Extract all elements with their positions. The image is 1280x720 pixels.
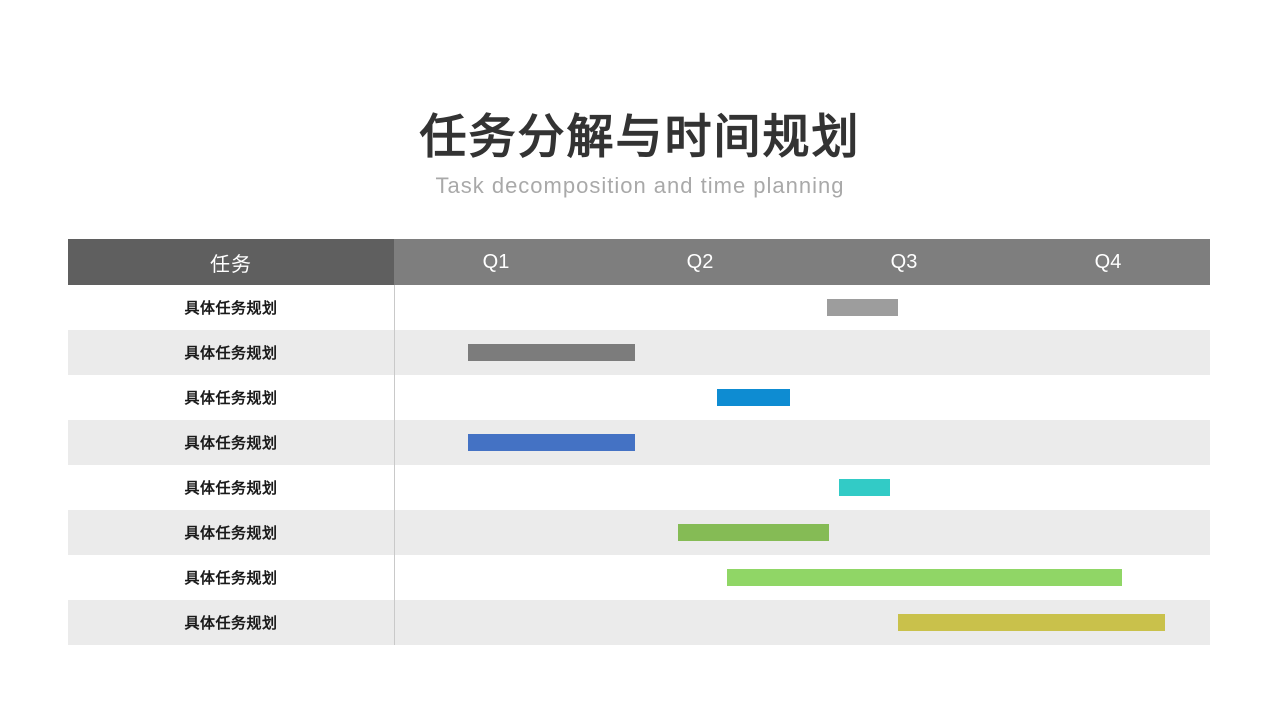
- gantt-body: 具体任务规划 具体任务规划 具体任务规划 具体任务规划 具体任务规划 具体任务规划 具体任务…: [68, 285, 1210, 645]
- gantt-bar: [678, 524, 829, 541]
- task-label: 具体任务规划: [184, 615, 278, 632]
- gantt-bar: [826, 299, 899, 316]
- task-timeline-cell: [394, 510, 1210, 555]
- quarter-headers: Q1 Q2 Q3 Q4: [394, 239, 1210, 285]
- slide-title: 任务分解与时间规划: [419, 110, 861, 163]
- task-row: 具体任务规划: [68, 465, 1210, 510]
- gantt-header-row: 任务 Q1 Q2 Q3 Q4: [68, 239, 1210, 285]
- gantt-bar: [727, 569, 1123, 586]
- task-timeline-cell: [394, 600, 1210, 645]
- gantt-bar: [839, 479, 891, 496]
- task-timeline-cell: [394, 420, 1210, 465]
- task-timeline-cell: [394, 375, 1210, 420]
- gantt-bar: [716, 389, 791, 406]
- quarter-header-q1: Q1: [482, 250, 510, 273]
- task-label: 具体任务规划: [184, 345, 278, 362]
- quarter-header-q4: Q4: [1094, 250, 1122, 273]
- task-row: 具体任务规划: [68, 420, 1210, 465]
- task-label: 具体任务规划: [184, 300, 278, 317]
- task-row: 具体任务规划: [68, 555, 1210, 600]
- task-label: 具体任务规划: [184, 570, 278, 587]
- quarter-header-q3: Q3: [890, 250, 918, 273]
- gantt-bar: [468, 434, 636, 451]
- task-label: 具体任务规划: [184, 390, 278, 407]
- task-row: 具体任务规划: [68, 330, 1210, 375]
- task-timeline-cell: [394, 465, 1210, 510]
- task-label: 具体任务规划: [184, 435, 278, 452]
- quarter-header-q2: Q2: [686, 250, 714, 273]
- title-block: 任务分解与时间规划 Task decomposition and time pl…: [0, 110, 1280, 199]
- task-label: 具体任务规划: [184, 525, 278, 542]
- task-label: 具体任务规划: [184, 480, 278, 497]
- task-row: 具体任务规划: [68, 510, 1210, 555]
- task-timeline-cell: [394, 330, 1210, 375]
- gantt-bar: [898, 614, 1166, 631]
- gantt-table: 任务 Q1 Q2 Q3 Q4 具体任务规划 具体任务规划 具体任务规划 具体任务规划 具体任务…: [68, 239, 1210, 645]
- task-row: 具体任务规划: [68, 285, 1210, 330]
- task-row: 具体任务规划: [68, 600, 1210, 645]
- task-timeline-cell: [394, 555, 1210, 600]
- task-timeline-cell: [394, 285, 1210, 330]
- gantt-bar: [468, 344, 636, 361]
- slide-subtitle: Task decomposition and time planning: [435, 173, 845, 199]
- task-column-header: 任务: [68, 239, 394, 285]
- task-row: 具体任务规划: [68, 375, 1210, 420]
